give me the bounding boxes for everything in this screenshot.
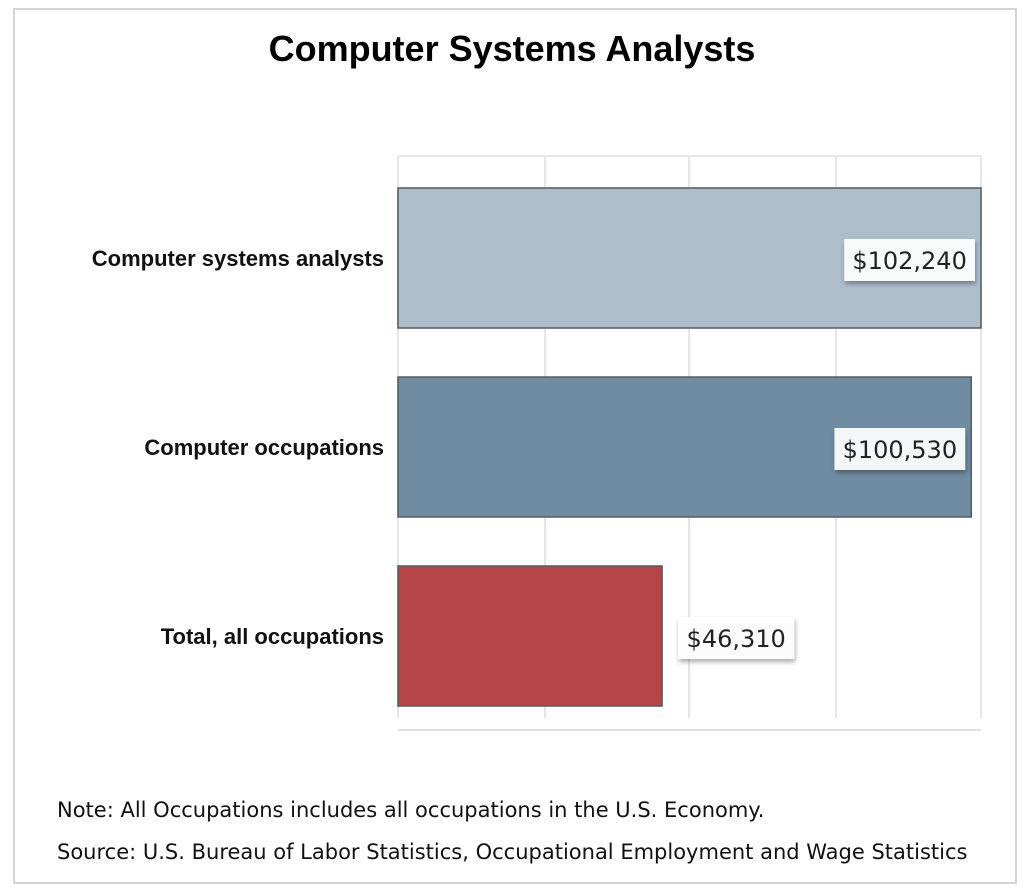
category-label-0: Computer systems analysts xyxy=(92,246,384,271)
value-label-1: $100,530 xyxy=(843,436,958,464)
category-label-1: Computer occupations xyxy=(144,435,384,460)
value-label-box-2 xyxy=(678,617,795,659)
bar-2 xyxy=(397,565,663,707)
value-label-box-0 xyxy=(844,239,975,281)
footnote-source: Source: U.S. Bureau of Labor Statistics,… xyxy=(57,840,968,864)
footnote-note: Note: All Occupations includes all occup… xyxy=(57,798,765,822)
value-label-2: $46,310 xyxy=(687,625,786,653)
chart-title: Computer Systems Analysts xyxy=(268,28,756,69)
value-label-box-1 xyxy=(834,428,966,470)
value-label-0: $102,240 xyxy=(852,247,967,275)
category-label-2: Total, all occupations xyxy=(161,624,384,649)
